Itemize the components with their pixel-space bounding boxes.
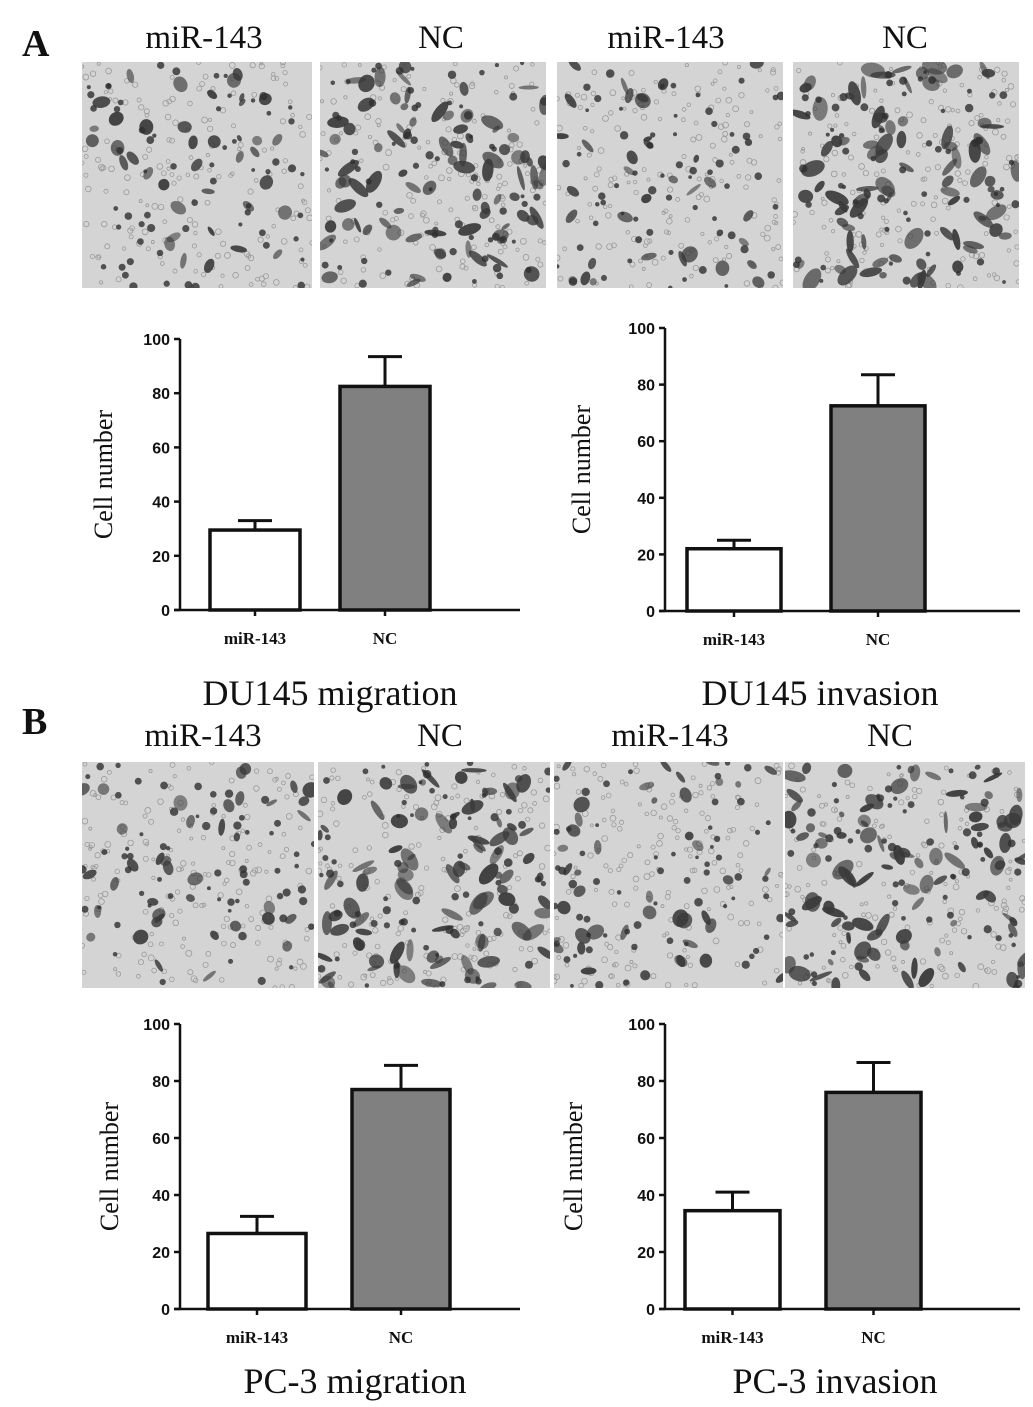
y-tick-label: 100 xyxy=(628,1017,655,1034)
y-tick-label: 0 xyxy=(161,603,170,620)
panel-letter-b: B xyxy=(22,701,48,743)
bar-mir-143 xyxy=(685,546,783,613)
y-tick-label: 20 xyxy=(152,1245,170,1262)
y-axis-label: Cell number xyxy=(95,1102,124,1232)
y-tick-label: 60 xyxy=(637,1131,655,1148)
micrograph-du145-invasion-nc xyxy=(793,62,1019,288)
y-tick-label: 80 xyxy=(152,386,170,403)
y-tick-label: 20 xyxy=(637,547,655,564)
x-tick-label: NC xyxy=(389,1328,414,1347)
x-tick-label: NC xyxy=(861,1328,886,1347)
y-tick-label: 20 xyxy=(152,549,170,566)
chart-svg-du145-migration: 0 20 40 60 80 100 Cell number miR-143 NC xyxy=(89,332,520,648)
y-tick-label: 80 xyxy=(637,1074,655,1091)
y-tick-label: 60 xyxy=(152,440,170,457)
caption-pc3-migration: PC-3 migration xyxy=(243,1361,467,1401)
y-tick-label: 40 xyxy=(637,1188,655,1205)
chart-svg-pc3-invasion: 0 20 40 60 80 100 Cell number miR-143 NC xyxy=(559,1017,1020,1347)
x-tick-label: miR-143 xyxy=(701,1328,763,1347)
y-tick-label: 40 xyxy=(637,491,655,508)
micrograph-pc3-migration-mir143 xyxy=(82,762,314,988)
bar-nc xyxy=(350,1087,452,1311)
y-tick-label: 0 xyxy=(646,1302,655,1319)
x-tick-label: miR-143 xyxy=(703,630,765,649)
y-axis-label: Cell number xyxy=(559,1102,588,1232)
image-label-b4: NC xyxy=(867,718,913,754)
micrograph-du145-migration-nc xyxy=(320,62,546,288)
image-label-b2: NC xyxy=(417,718,463,754)
chart-svg-pc3-migration: 0 20 40 60 80 100 Cell number miR-143 NC xyxy=(95,1017,520,1347)
y-tick-label: 40 xyxy=(152,1188,170,1205)
y-tick-label: 100 xyxy=(628,321,655,338)
y-axis-label: Cell number xyxy=(567,405,596,535)
image-label-a3: miR-143 xyxy=(607,20,725,56)
caption-du145-migration: DU145 migration xyxy=(202,673,458,713)
bar-mir-143 xyxy=(683,1208,782,1311)
y-axis-label: Cell number xyxy=(89,410,118,540)
micrograph-pc3-invasion-nc xyxy=(785,762,1025,988)
image-label-a1: miR-143 xyxy=(145,20,263,56)
y-tick-label: 100 xyxy=(143,332,170,349)
micrograph-du145-migration-mir143 xyxy=(82,62,312,288)
bar-nc xyxy=(338,384,432,612)
caption-du145-invasion: DU145 invasion xyxy=(701,673,939,713)
y-tick-label: 80 xyxy=(637,378,655,395)
panel-letter-a: A xyxy=(22,23,50,65)
y-tick-label: 20 xyxy=(637,1245,655,1262)
y-tick-label: 0 xyxy=(161,1302,170,1319)
y-tick-label: 0 xyxy=(646,604,655,621)
x-tick-label: NC xyxy=(866,630,891,649)
bar-nc xyxy=(824,1090,923,1311)
image-label-a2: NC xyxy=(418,20,464,56)
y-tick-label: 80 xyxy=(152,1074,170,1091)
image-label-b1: miR-143 xyxy=(144,718,262,754)
caption-pc3-invasion: PC-3 invasion xyxy=(732,1361,938,1401)
bar-mir-143 xyxy=(208,528,302,612)
chart-svg-du145-invasion: 0 20 40 60 80 100 Cell number miR-143 NC xyxy=(567,321,1020,649)
micrograph-du145-invasion-mir143 xyxy=(557,62,783,288)
image-label-b3: miR-143 xyxy=(611,718,729,754)
y-tick-label: 60 xyxy=(637,434,655,451)
x-tick-label: NC xyxy=(373,629,398,648)
y-tick-label: 40 xyxy=(152,495,170,512)
y-tick-label: 60 xyxy=(152,1131,170,1148)
x-tick-label: miR-143 xyxy=(226,1328,288,1347)
chart-pc3-migration: 0 20 40 60 80 100 Cell number miR-143 NC xyxy=(0,1000,520,1360)
chart-du145-migration: 0 20 40 60 80 100 Cell number miR-143 NC xyxy=(0,300,520,660)
y-tick-label: 100 xyxy=(143,1017,170,1034)
bar-mir-143 xyxy=(206,1231,308,1311)
image-label-a4: NC xyxy=(882,20,928,56)
bar-nc xyxy=(829,404,927,613)
micrograph-pc3-migration-nc xyxy=(318,762,550,988)
x-tick-label: miR-143 xyxy=(224,629,286,648)
chart-pc3-invasion: 0 20 40 60 80 100 Cell number miR-143 NC xyxy=(520,1000,1033,1360)
chart-du145-invasion: 0 20 40 60 80 100 Cell number miR-143 NC xyxy=(520,300,1033,660)
micrograph-pc3-invasion-mir143 xyxy=(554,762,783,988)
